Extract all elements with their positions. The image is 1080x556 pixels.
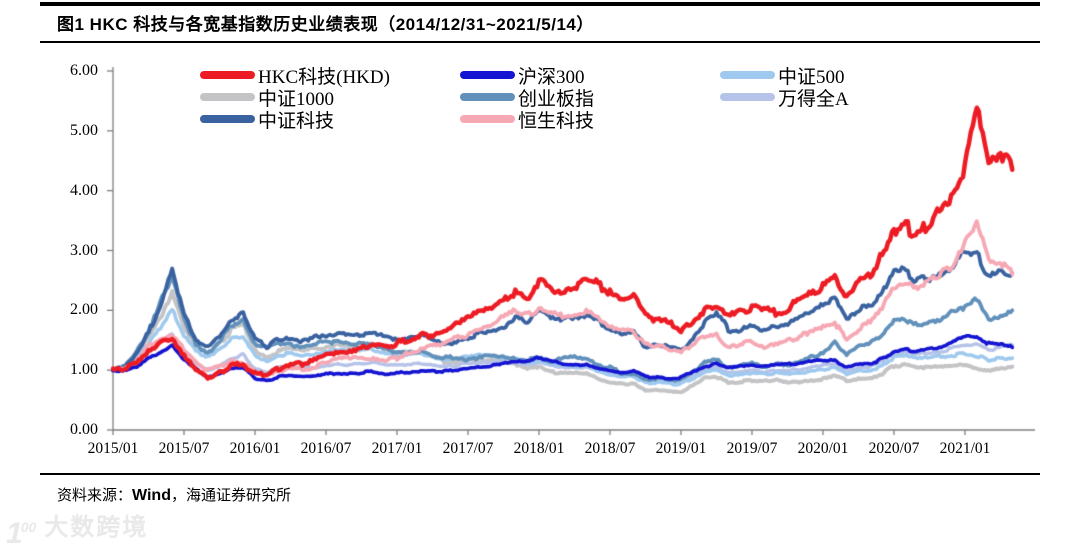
- y-tick-label: 4.00: [70, 181, 98, 199]
- legend-item: 创业板指: [460, 86, 595, 110]
- legend-label: 恒生科技: [518, 110, 595, 132]
- legend-swatch-icon: [460, 115, 515, 123]
- x-tick-label: 2020/07: [868, 440, 920, 457]
- x-tick-label: 2016/07: [300, 440, 352, 457]
- legend-label: 创业板指: [518, 88, 595, 110]
- legend-swatch-icon: [460, 71, 515, 79]
- footer-rule: [40, 473, 1040, 475]
- y-tick-label: 6.00: [70, 62, 98, 79]
- y-tick-label: 5.00: [70, 121, 98, 139]
- legend-swatch-icon: [200, 93, 255, 101]
- legend-item: 中证科技: [200, 108, 335, 132]
- legend-swatch-icon: [720, 93, 775, 101]
- x-tick-label: 2019/07: [726, 440, 778, 457]
- y-tick-label: 3.00: [70, 241, 98, 259]
- legend-label: 中证科技: [258, 110, 335, 132]
- legend-item: 万得全A: [720, 86, 849, 110]
- watermark-100-icon: 100: [6, 517, 37, 550]
- legend-label: 万得全A: [778, 88, 849, 110]
- legend-swatch-icon: [720, 71, 775, 79]
- source-wind: Wind: [132, 487, 171, 504]
- legend-swatch-icon: [200, 71, 255, 79]
- x-tick-label: 2020/01: [797, 440, 849, 457]
- legend-item: HKC科技(HKD): [200, 64, 390, 88]
- legend-label: 中证1000: [258, 88, 335, 110]
- source-label: 资料来源：: [57, 488, 133, 504]
- x-tick-label: 2019/01: [655, 440, 707, 457]
- x-tick-label: 2015/01: [87, 440, 139, 457]
- legend-item: 沪深300: [460, 64, 585, 88]
- y-tick-label: 2.00: [70, 301, 98, 319]
- y-tick-label: 1.00: [70, 361, 98, 379]
- x-tick-label: 2015/07: [158, 440, 210, 457]
- x-tick-label: 2018/01: [513, 440, 565, 457]
- y-tick-label: 0.00: [70, 421, 98, 438]
- legend-swatch-icon: [460, 93, 515, 101]
- watermark-text: 大数跨境: [44, 514, 149, 541]
- legend-label: HKC科技(HKD): [258, 66, 390, 88]
- source-rest: ，海通证券研究所: [170, 488, 291, 504]
- legend-item: 中证500: [720, 64, 845, 88]
- legend-label: 沪深300: [518, 66, 585, 88]
- watermark-logo: 100 大数跨境: [6, 512, 148, 549]
- legend-item: 中证1000: [200, 86, 335, 110]
- x-tick-label: 2016/01: [229, 440, 281, 457]
- x-tick-label: 2017/01: [371, 440, 423, 457]
- legend-item: 恒生科技: [460, 108, 595, 132]
- x-tick-label: 2021/01: [939, 440, 991, 457]
- legend-label: 中证500: [778, 66, 845, 88]
- x-tick-label: 2017/07: [442, 440, 494, 457]
- x-tick-label: 2018/07: [584, 440, 636, 457]
- data-source-note: 资料来源：Wind，海通证券研究所: [57, 484, 291, 505]
- legend-swatch-icon: [200, 115, 255, 123]
